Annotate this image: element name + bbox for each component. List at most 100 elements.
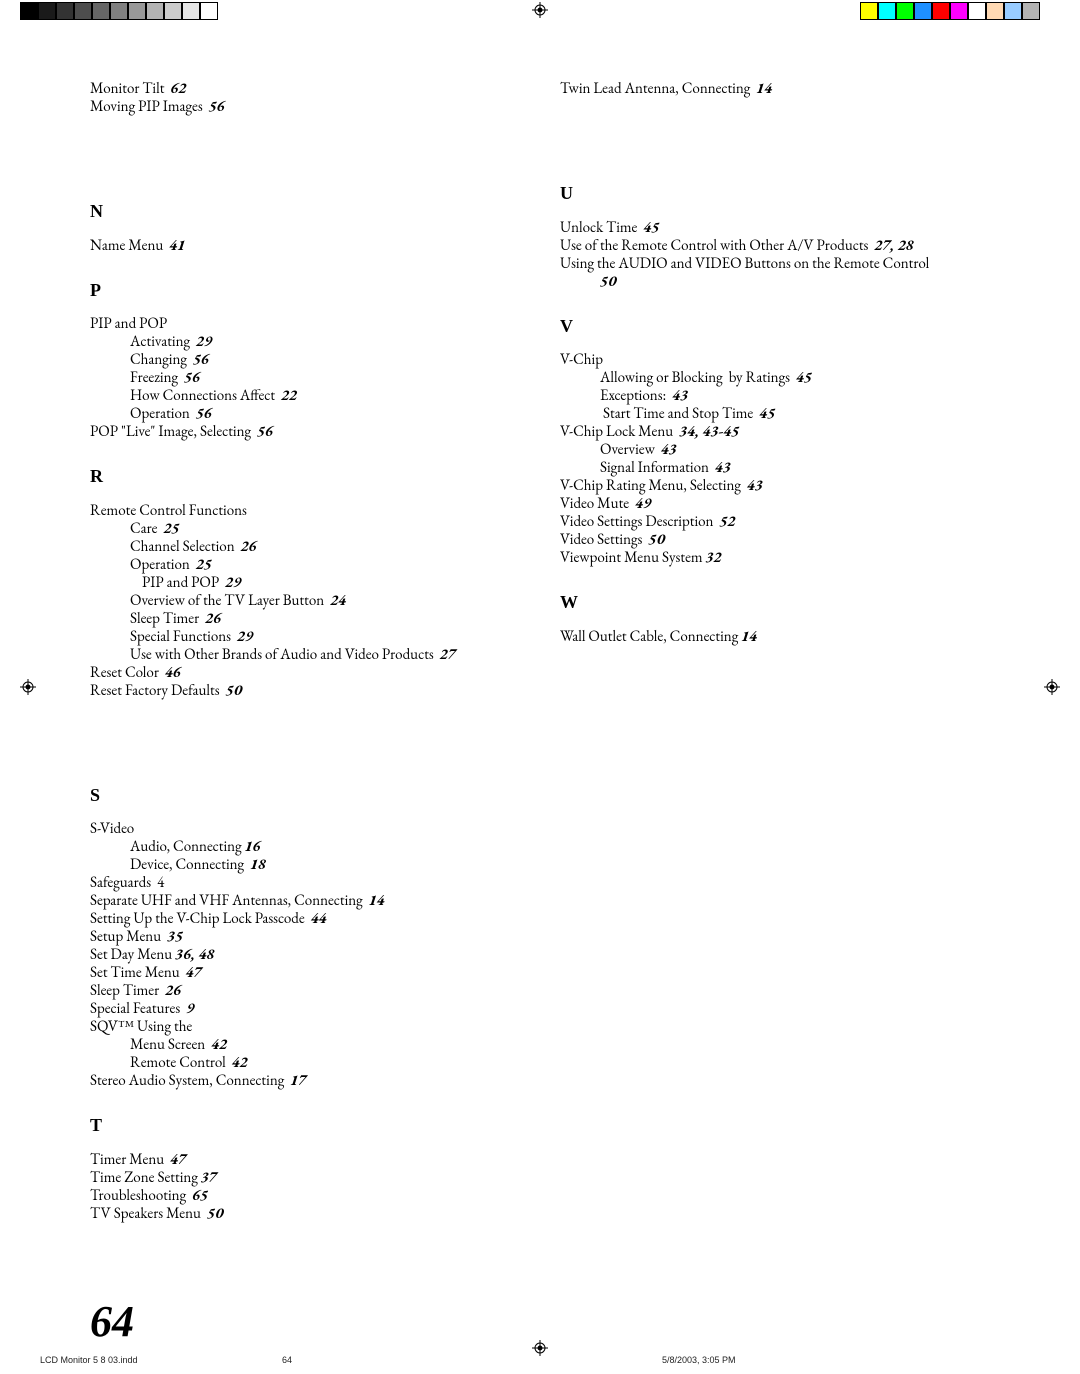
index-entry: Setting Up the V-Chip Lock Passcode 44 <box>90 910 550 928</box>
registration-top <box>0 0 1080 20</box>
index-entry: Freezing 56 <box>90 369 550 387</box>
index-entry-text: Overview of the TV Layer Button <box>130 591 330 610</box>
grey-swatch <box>128 2 146 20</box>
index-entry-text: Special Features <box>90 999 186 1018</box>
index-entry-text: Overview <box>600 440 661 459</box>
index-entry-page: 29 <box>225 573 241 592</box>
index-entry: Set Day Menu 36, 48 <box>90 946 550 964</box>
index-entry-text: PIP and POP <box>90 314 167 333</box>
index-entry-page: 56 <box>196 404 212 423</box>
index-entry-page: 34, 43-45 <box>679 422 739 441</box>
grey-swatch <box>38 2 56 20</box>
index-entry: V-Chip <box>560 351 1010 369</box>
index-entry: Allowing or Blocking by Ratings 45 <box>560 369 1010 387</box>
index-heading: W <box>560 592 1010 614</box>
color-swatch <box>878 2 896 20</box>
color-swatch <box>968 2 986 20</box>
index-entry-text: S-Video <box>90 819 134 838</box>
grey-swatch <box>92 2 110 20</box>
index-entry-page: 29 <box>237 627 253 646</box>
index-entry: Sleep Timer 26 <box>90 610 550 628</box>
index-entry-text: Remote Control <box>130 1053 232 1072</box>
index-entry-text: Use with Other Brands of Audio and Video… <box>130 645 440 664</box>
grey-swatch <box>20 2 38 20</box>
index-entry: Time Zone Setting 37 <box>90 1169 550 1187</box>
index-entry: TV Speakers Menu 50 <box>90 1205 550 1223</box>
index-entry: Sleep Timer 26 <box>90 982 550 1000</box>
index-entry-page: 17 <box>290 1071 306 1090</box>
index-entry: Use of the Remote Control with Other A/V… <box>560 237 1010 255</box>
index-entry-text: TV Speakers Menu <box>90 1204 207 1223</box>
index-entry-text: Time Zone Setting <box>90 1168 201 1187</box>
spacer <box>90 116 550 176</box>
index-entry-text: SQV™ Using the <box>90 1017 192 1036</box>
color-swatch <box>986 2 1004 20</box>
index-entry: Video Mute 49 <box>560 495 1010 513</box>
index-entry: S-Video <box>90 820 550 838</box>
index-entry-page: 29 <box>196 332 212 351</box>
index-entry-text: Moving PIP Images <box>90 97 209 116</box>
index-entry: Moving PIP Images 56 <box>90 98 550 116</box>
index-entry: Overview of the TV Layer Button 24 <box>90 592 550 610</box>
index-entry-page: 25 <box>196 555 212 574</box>
index-entry-page: 24 <box>330 591 346 610</box>
index-entry-text: Allowing or Blocking by Ratings <box>600 368 796 387</box>
index-entry: Signal Information 43 <box>560 459 1010 477</box>
color-swatch <box>860 2 878 20</box>
index-entry-text: Set Day Menu <box>90 945 175 964</box>
index-entry: Menu Screen 42 <box>90 1036 550 1054</box>
index-entry-text: POP "Live" Image, Selecting <box>90 422 257 441</box>
index-entry: Separate UHF and VHF Antennas, Connectin… <box>90 892 550 910</box>
index-entry-text: Viewpoint Menu System <box>560 548 706 567</box>
index-entry-page: 25 <box>164 519 180 538</box>
index-entry-page: 56 <box>257 422 273 441</box>
index-content: Monitor Tilt 62Moving PIP Images 56NName… <box>90 80 1010 1324</box>
index-entry-page: 56 <box>193 350 209 369</box>
index-entry-page: 37 <box>201 1168 217 1187</box>
index-entry-text: V-Chip <box>560 350 603 369</box>
index-entry-text: Operation <box>130 404 196 423</box>
registration-greys <box>20 2 218 20</box>
index-entry-text: Video Settings <box>560 530 648 549</box>
index-entry-text: Remote Control Functions <box>90 501 247 520</box>
index-entry-page: 47 <box>170 1150 186 1169</box>
footer-filename: LCD Monitor 5 8 03.indd <box>40 1355 138 1366</box>
index-entry: POP "Live" Image, Selecting 56 <box>90 423 550 441</box>
index-entry-page: 9 <box>186 999 194 1018</box>
index-entry-text: Care <box>130 519 164 538</box>
index-heading: T <box>90 1115 550 1137</box>
index-entry: Use with Other Brands of Audio and Video… <box>90 646 550 664</box>
index-entry: Troubleshooting 65 <box>90 1187 550 1205</box>
index-entry: Monitor Tilt 62 <box>90 80 550 98</box>
index-entry-text: V-Chip Rating Menu, Selecting <box>560 476 747 495</box>
index-entry: Reset Factory Defaults 50 <box>90 682 550 700</box>
index-entry-text: How Connections Affect <box>130 386 281 405</box>
index-entry-page: 49 <box>635 494 651 513</box>
index-entry-page: 26 <box>165 981 181 1000</box>
index-entry: Safeguards 4 <box>90 874 550 892</box>
index-entry: Remote Control 42 <box>90 1054 550 1072</box>
index-entry-page: 56 <box>209 97 225 116</box>
index-entry-text: Freezing <box>130 368 184 387</box>
index-entry-text: Using the AUDIO and VIDEO Buttons on the… <box>560 254 935 273</box>
spacer <box>90 700 550 760</box>
color-swatch <box>950 2 968 20</box>
index-entry-page: 50 <box>648 530 664 549</box>
index-entry-page: 45 <box>796 368 812 387</box>
index-entry-page: 32 <box>706 548 722 567</box>
index-entry-page: 26 <box>205 609 221 628</box>
index-entry-text: Changing <box>130 350 193 369</box>
index-entry-text: Stereo Audio System, Connecting <box>90 1071 290 1090</box>
index-entry-text: Setup Menu <box>90 927 167 946</box>
registration-target-left-icon <box>20 679 36 695</box>
index-entry: PIP and POP 29 <box>90 574 550 592</box>
index-column-right: Twin Lead Antenna, Connecting 14UUnlock … <box>550 80 1010 1324</box>
index-entry-page: 14 <box>741 627 757 646</box>
index-heading: U <box>560 183 1010 205</box>
color-swatch <box>932 2 950 20</box>
index-entry-text: Safeguards 4 <box>90 873 164 892</box>
index-entry: Special Functions 29 <box>90 628 550 646</box>
index-entry-text: Device, Connecting <box>130 855 250 874</box>
index-entry-text: Video Settings Description <box>560 512 719 531</box>
index-entry: Care 25 <box>90 520 550 538</box>
